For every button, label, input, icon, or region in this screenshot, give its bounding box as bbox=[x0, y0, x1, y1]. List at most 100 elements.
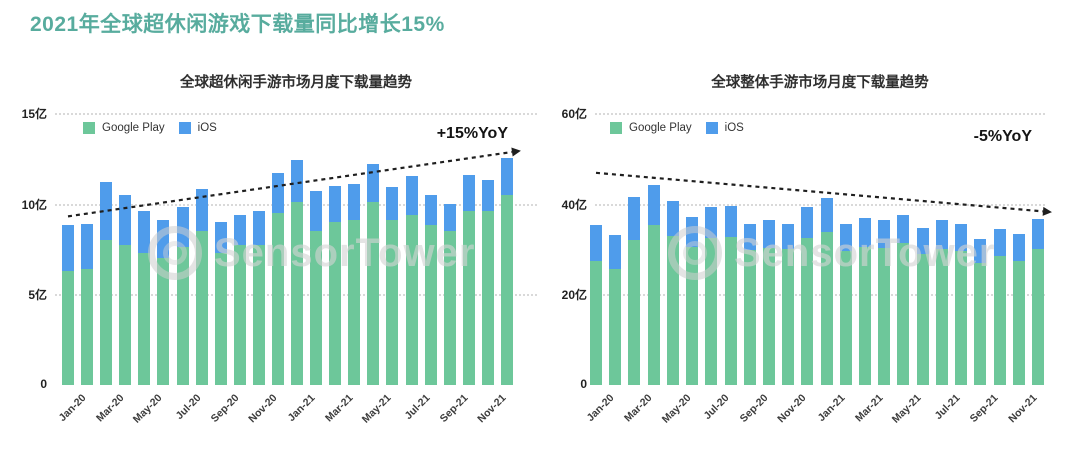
bar-ios bbox=[647, 184, 660, 225]
gridline bbox=[595, 294, 1045, 297]
bar-ios bbox=[686, 216, 699, 247]
y-axis-tick-label: 40亿 bbox=[561, 197, 587, 212]
bar-google-play bbox=[609, 269, 622, 385]
y-axis-tick-label: 60亿 bbox=[561, 107, 587, 121]
bar-google-play bbox=[724, 236, 737, 385]
page-title: 2021年全球超休闲游戏下载量同比增长15% bbox=[30, 13, 445, 36]
chart-legend: Google Play iOS bbox=[83, 122, 217, 134]
ios-swatch-icon bbox=[705, 122, 718, 134]
bar-google-play bbox=[252, 245, 265, 385]
bar-google-play bbox=[590, 261, 602, 385]
y-axis-tick-label: 5亿 bbox=[28, 288, 47, 303]
bar-google-play bbox=[897, 242, 910, 385]
bar-google-play bbox=[119, 245, 132, 385]
y-axis-tick-label: 20亿 bbox=[561, 288, 587, 303]
y-axis-tick-label: 10亿 bbox=[21, 197, 47, 212]
bar-google-play bbox=[405, 214, 418, 385]
bar-ios bbox=[839, 224, 852, 252]
bar-google-play bbox=[501, 194, 513, 385]
bar-ios bbox=[214, 221, 227, 253]
bar-ios bbox=[1012, 234, 1025, 262]
bar-ios bbox=[628, 197, 641, 241]
bar-google-play bbox=[481, 210, 494, 385]
bar-google-play bbox=[443, 230, 456, 385]
bar-google-play bbox=[762, 247, 775, 385]
bar-ios bbox=[974, 238, 987, 263]
bar-google-play bbox=[62, 270, 74, 385]
google-play-swatch-icon bbox=[83, 122, 95, 134]
bar-google-play bbox=[176, 247, 189, 385]
bar-google-play bbox=[628, 240, 641, 385]
bar-ios bbox=[609, 234, 622, 270]
ios-legend-label: iOS bbox=[724, 122, 744, 134]
bar-google-play bbox=[801, 238, 814, 385]
y-axis-tick-label: 0 bbox=[40, 377, 47, 391]
bar-google-play bbox=[233, 245, 246, 385]
bar-ios bbox=[878, 219, 891, 248]
y-axis-tick-label: 15亿 bbox=[21, 107, 47, 121]
bar-google-play bbox=[386, 219, 399, 385]
bar-google-play bbox=[271, 212, 284, 385]
bar-google-play bbox=[424, 225, 437, 385]
bar-google-play bbox=[462, 210, 475, 385]
bar-ios bbox=[820, 197, 833, 232]
bar-google-play bbox=[647, 224, 660, 385]
gridline bbox=[55, 113, 537, 115]
bar-ios bbox=[859, 218, 872, 247]
bar-ios bbox=[782, 223, 795, 249]
chart-title: 全球超休闲手游市场月度下载量趋势 bbox=[180, 75, 412, 91]
bar-google-play bbox=[705, 238, 718, 385]
bar-google-play bbox=[686, 246, 699, 385]
bar-google-play bbox=[859, 246, 872, 385]
ios-legend-label: iOS bbox=[197, 122, 217, 134]
bar-ios bbox=[81, 223, 94, 269]
bar-google-play bbox=[935, 249, 948, 385]
bar-ios bbox=[935, 219, 948, 250]
google-play-swatch-icon bbox=[610, 122, 622, 134]
bar-ios bbox=[590, 225, 602, 262]
bar-ios bbox=[897, 214, 910, 243]
yoy-annotation: -5%YoY bbox=[973, 128, 1032, 145]
bar-google-play bbox=[367, 201, 380, 385]
bar-google-play bbox=[1012, 261, 1025, 385]
bar-google-play bbox=[916, 254, 929, 385]
bar-google-play bbox=[782, 249, 795, 385]
chart-legend: Google Play iOS bbox=[610, 122, 744, 134]
bar-ios bbox=[705, 207, 718, 239]
bar-google-play bbox=[81, 268, 94, 385]
bar-ios bbox=[138, 210, 151, 253]
bar-ios bbox=[955, 224, 968, 251]
bar-google-play bbox=[743, 249, 756, 385]
y-axis-tick-label: 0 bbox=[580, 377, 587, 391]
bar-google-play bbox=[100, 239, 113, 385]
bar-google-play bbox=[310, 230, 323, 385]
gridline bbox=[595, 113, 1045, 115]
bar-google-play bbox=[291, 201, 304, 385]
google-play-legend-label: Google Play bbox=[629, 122, 692, 134]
bar-google-play bbox=[820, 231, 833, 385]
bar-google-play bbox=[214, 252, 227, 385]
bar-ios bbox=[666, 201, 679, 236]
ios-swatch-icon bbox=[178, 122, 191, 134]
bar-ios bbox=[916, 228, 929, 255]
bar-google-play bbox=[157, 258, 170, 385]
bar-ios bbox=[801, 207, 814, 239]
bar-google-play bbox=[839, 251, 852, 385]
bar-google-play bbox=[878, 247, 891, 385]
bar-google-play bbox=[348, 219, 361, 385]
google-play-legend-label: Google Play bbox=[102, 122, 165, 134]
bar-google-play bbox=[329, 221, 342, 385]
bar-ios bbox=[762, 220, 775, 248]
bar-ios bbox=[1032, 218, 1044, 250]
bar-ios bbox=[233, 214, 246, 246]
chart-title: 全球整体手游市场月度下载量趋势 bbox=[711, 75, 929, 91]
bar-google-play bbox=[1032, 249, 1044, 385]
bar-ios bbox=[252, 210, 265, 246]
bar-ios bbox=[62, 225, 74, 271]
bar-google-play bbox=[974, 262, 987, 385]
bar-google-play bbox=[993, 256, 1006, 385]
bar-google-play bbox=[955, 250, 968, 385]
